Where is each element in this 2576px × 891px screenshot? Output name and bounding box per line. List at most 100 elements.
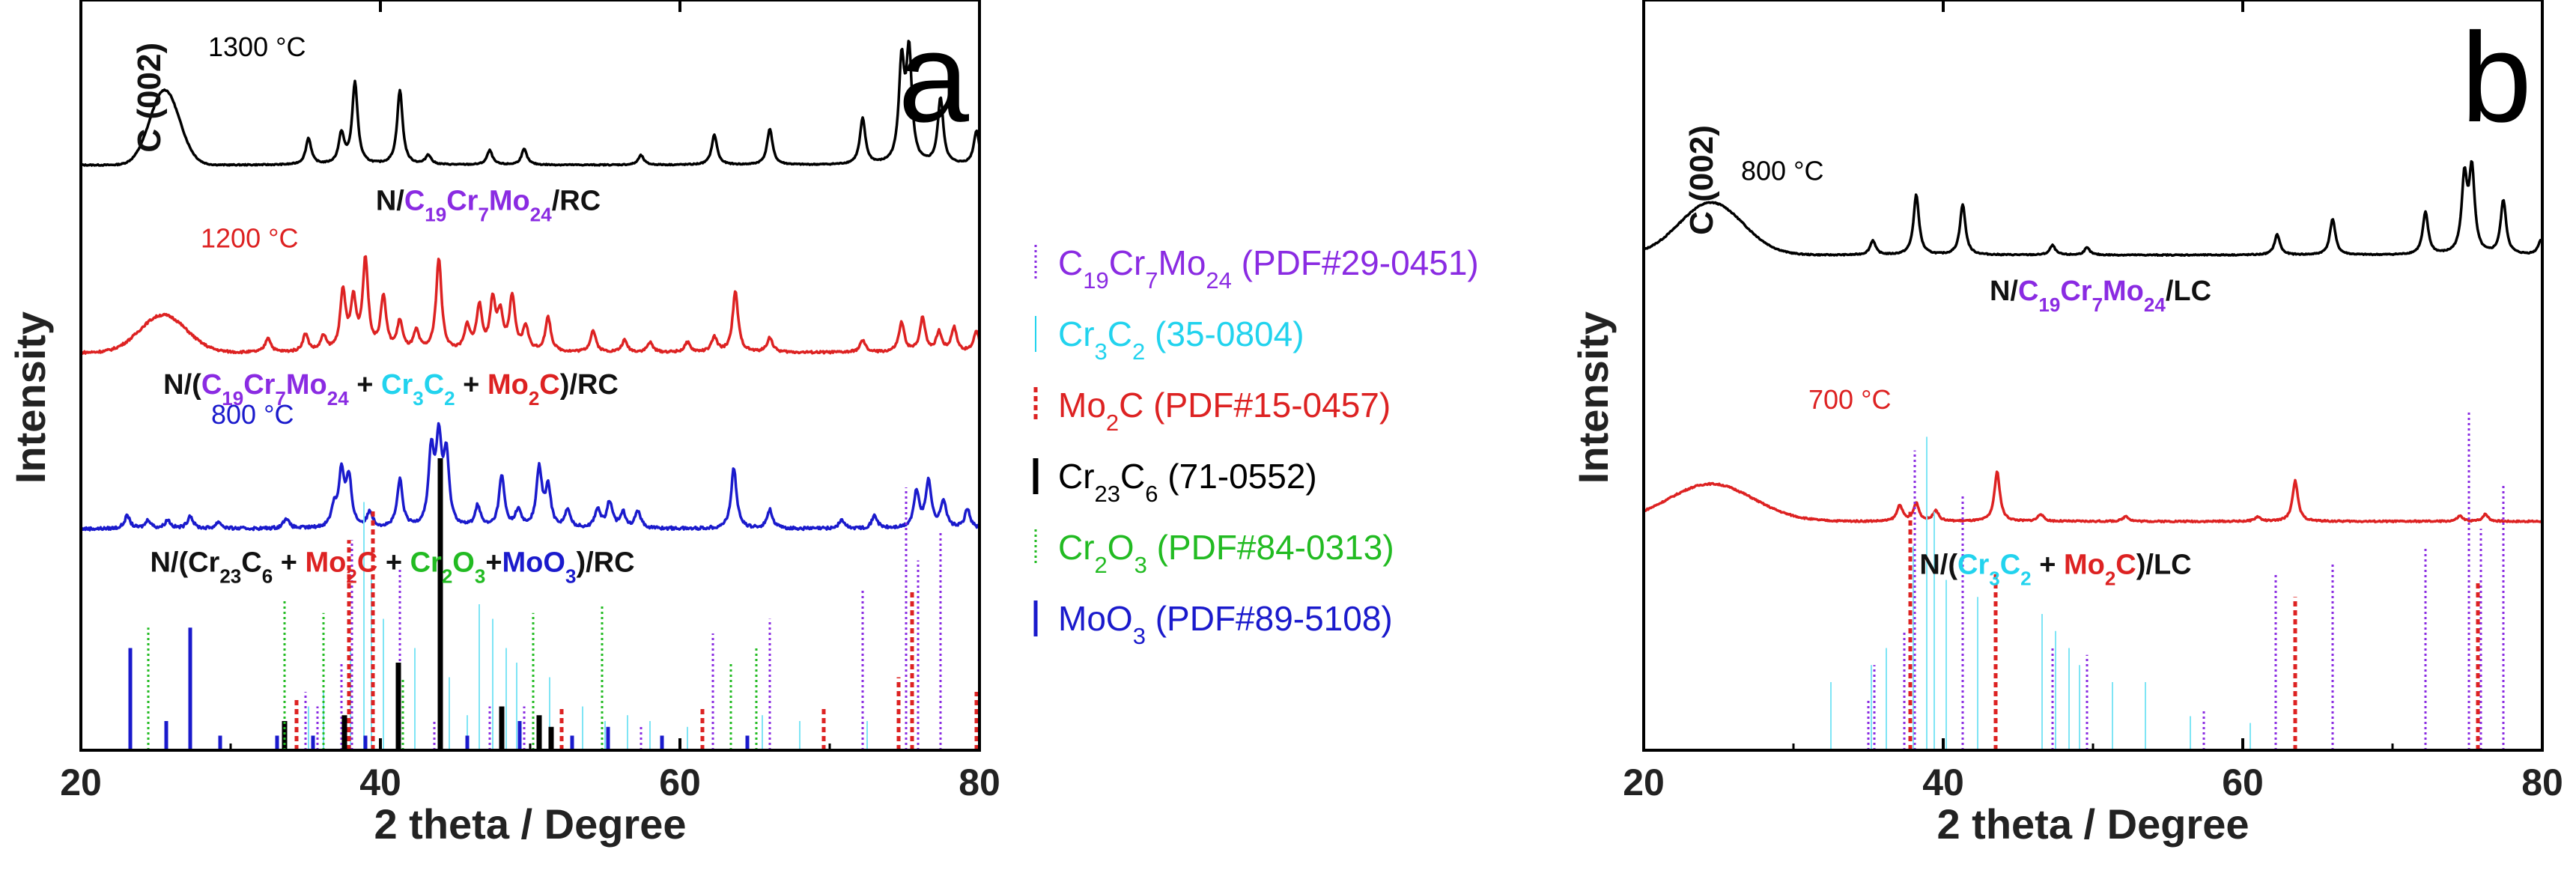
composition-label-1-part-1: Cr	[1957, 550, 1989, 581]
composition-label-1-part-2: 3	[1989, 568, 1999, 590]
composition-label-1-part-0: N/(	[1919, 550, 1957, 581]
legend-entry-3-part-1: 23	[1095, 481, 1120, 507]
legend-entry-5-part-2: (PDF#89-5108)	[1146, 599, 1393, 638]
composition-label-1-part-6: 24	[327, 387, 349, 410]
legend-entry-1-part-2: C	[1108, 314, 1132, 353]
temperature-label-1: 1200 °C	[201, 223, 298, 254]
legend-entry-2-part-1: 2	[1106, 410, 1119, 436]
legend-entry-3-part-3: 6	[1145, 481, 1158, 507]
composition-label-0-part-0: N/	[376, 186, 404, 217]
composition-label-0: N/C19Cr7Mo24/RC	[376, 186, 601, 226]
legend-entry-4-part-4: (PDF#84-0313)	[1147, 528, 1394, 567]
panel-letter: b	[2461, 7, 2532, 149]
x-tick-label: 80	[2521, 761, 2563, 803]
panel-letter: a	[898, 7, 969, 149]
composition-label-1-part-7: 2	[2105, 568, 2115, 590]
x-tick-label: 40	[1922, 761, 1964, 803]
composition-label-0-part-2: 19	[425, 204, 446, 226]
legend-entry-2-part-0: Mo	[1058, 386, 1106, 425]
composition-label-1: N/(C19Cr7Mo24 + Cr3C2 + Mo2C)/RC	[163, 369, 619, 410]
legend-entry-0: C19Cr7Mo24 (PDF#29-0451)	[1058, 243, 1479, 294]
panel-a: 20 40 60 80 2 theta / Degree Intensity a C (002…	[7, 0, 1000, 848]
composition-label-1-part-4: 7	[275, 387, 285, 410]
temperature-label-1: 700 °C	[1808, 384, 1891, 415]
legend-entry-4-part-0: Cr	[1058, 528, 1095, 567]
peak-annotation-c002: C (002)	[1683, 125, 1720, 235]
composition-label-2-part-3: 6	[262, 565, 273, 588]
composition-label-0-part-6: 24	[530, 204, 552, 226]
legend-entry-1: Cr3C2 (35-0804)	[1058, 314, 1304, 365]
legend-entry-4-part-3: 3	[1134, 552, 1147, 578]
composition-label-1-part-0: N/(	[163, 369, 201, 401]
composition-label-1-part-12: +	[455, 369, 487, 401]
x-tick-label: 80	[959, 761, 1000, 803]
composition-label-0-part-3: Cr	[446, 186, 478, 217]
composition-label-0: N/C19Cr7Mo24/LC	[1990, 276, 2211, 316]
composition-label-0-part-1: C	[2018, 276, 2038, 307]
legend-entry-0-part-3: 7	[1145, 267, 1158, 294]
composition-label-1-part-1: C	[201, 369, 222, 401]
composition-label-0-part-7: /RC	[552, 186, 601, 217]
composition-label-1-part-4: 2	[2020, 568, 2031, 590]
legend-entry-3: Cr23C6 (71-0552)	[1058, 457, 1317, 507]
legend-entry-1-part-1: 3	[1095, 338, 1108, 365]
composition-label-2-part-10: 2	[442, 565, 452, 588]
composition-label-1-part-8: C	[2115, 550, 2136, 581]
composition-label-1-part-10: C	[424, 369, 444, 401]
composition-label-0-part-3: Cr	[2060, 276, 2092, 307]
composition-label-1: N/(Cr3C2 + Mo2C)/LC	[1919, 550, 2191, 590]
composition-label-2-part-14: MoO	[502, 547, 565, 579]
composition-label-2-part-1: 23	[219, 565, 241, 588]
composition-label-2: N/(Cr23C6 + Mo2C + Cr2O3+MoO3)/RC	[150, 547, 634, 588]
temperature-label-0: 1300 °C	[208, 31, 306, 62]
composition-label-2-part-8: +	[377, 547, 410, 579]
legend-entry-1-part-0: Cr	[1058, 314, 1095, 353]
legend-entry-4-part-1: 2	[1095, 552, 1108, 578]
composition-label-1-part-11: 2	[444, 387, 455, 410]
xrd-curve-800c	[79, 422, 980, 532]
composition-label-1-part-5: Mo	[286, 369, 327, 401]
legend-entry-1-part-3: 2	[1132, 338, 1145, 365]
x-axis-label: 2 theta / Degree	[374, 800, 686, 848]
legend-entry-0-part-1: 19	[1083, 267, 1108, 294]
legend-entry-4: Cr2O3 (PDF#84-0313)	[1058, 528, 1394, 578]
composition-label-2-part-16: )/RC	[576, 547, 634, 579]
composition-label-2-part-7: C	[357, 547, 377, 579]
composition-label-2-part-6: 2	[346, 565, 356, 588]
xrd-curve-1200c	[80, 255, 981, 355]
temperature-label-0: 800 °C	[1741, 155, 1823, 186]
composition-label-1-part-8: Cr	[381, 369, 413, 401]
legend-entry-5: MoO3 (PDF#89-5108)	[1058, 599, 1393, 649]
legend-entry-2-part-2: C (PDF#15-0457)	[1119, 386, 1391, 425]
legend-entry-0-part-0: C	[1058, 243, 1083, 282]
composition-label-1-part-13: Mo	[487, 369, 529, 401]
composition-label-2-part-13: +	[485, 547, 502, 579]
plot-frame	[1642, 0, 2544, 752]
panel-b: 20 40 60 80 2 theta / Degree Intensity b C (002…	[1570, 0, 2563, 848]
peak-annotation-c002: C (002)	[131, 43, 168, 153]
composition-label-1-part-3: C	[2000, 550, 2020, 581]
composition-label-1-part-15: C	[539, 369, 559, 401]
composition-label-2-part-9: Cr	[410, 547, 442, 579]
legend-entry-4-part-2: O	[1108, 528, 1134, 567]
composition-label-2-part-2: C	[241, 547, 261, 579]
composition-label-1-part-5: +	[2032, 550, 2064, 581]
composition-label-2-part-12: 3	[475, 565, 485, 588]
composition-label-0-part-2: 19	[2038, 294, 2060, 316]
composition-label-2-part-15: 3	[565, 565, 576, 588]
x-tick-label: 60	[659, 761, 701, 803]
y-axis-label: Intensity	[1570, 311, 1617, 484]
composition-label-0-part-7: /LC	[2166, 276, 2211, 307]
xrd-curve-700c	[1643, 470, 2544, 523]
legend-entry-3-part-4: (71-0552)	[1158, 457, 1317, 496]
composition-label-1-part-2: 19	[222, 387, 243, 410]
composition-label-0-part-0: N/	[1990, 276, 2018, 307]
legend-entry-0-part-5: 24	[1206, 267, 1231, 294]
xrd-curve-800c	[1643, 159, 2544, 258]
composition-label-1-part-9: )/LC	[2136, 550, 2192, 581]
composition-label-2-part-4: +	[273, 547, 305, 579]
x-tick-label: 20	[60, 761, 102, 803]
composition-label-2-part-0: N/(Cr	[150, 547, 219, 579]
composition-label-0-part-5: Mo	[2103, 276, 2144, 307]
